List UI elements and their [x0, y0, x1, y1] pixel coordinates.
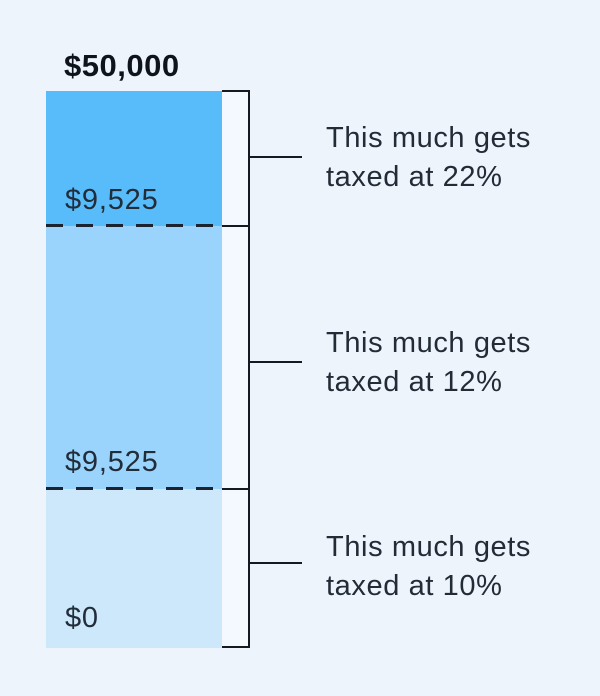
- segment-lower-bound-label: $0: [65, 602, 99, 634]
- annotation-tick-10: [250, 562, 302, 564]
- bar-segment-10-percent: $0: [46, 489, 222, 648]
- bracket-vertical-line: [248, 90, 250, 648]
- bar-segment-22-percent: $9,525: [46, 91, 222, 226]
- segment-lower-bound-label: $9,525: [65, 446, 159, 478]
- dashed-boundary-line-lower: [46, 487, 224, 490]
- annotation-10-percent: This much gets taxed at 10%: [326, 528, 576, 606]
- annotation-tick-22: [250, 156, 302, 158]
- dashed-boundary-line-upper: [46, 224, 224, 227]
- annotation-tick-12: [250, 361, 302, 363]
- bar-segment-12-percent: $9,525: [46, 226, 222, 489]
- annotation-line: taxed at 22%: [326, 161, 503, 193]
- bracket-bottom-connector: [222, 646, 250, 648]
- annotation-line: This much gets: [326, 531, 532, 563]
- annotation-line: This much gets: [326, 122, 532, 154]
- bracket-lower-connector: [222, 488, 250, 490]
- annotation-line: taxed at 12%: [326, 366, 503, 398]
- bracket-upper-connector: [222, 225, 250, 227]
- total-value-label: $50,000: [64, 48, 180, 83]
- stacked-bar: $9,525 $9,525 $0: [46, 91, 222, 648]
- annotation-line: This much gets: [326, 327, 532, 359]
- segment-lower-bound-label: $9,525: [65, 184, 159, 216]
- bracket-top-connector: [222, 90, 250, 92]
- annotation-22-percent: This much gets taxed at 22%: [326, 119, 576, 197]
- bracket-ruler-strip: [222, 90, 250, 648]
- annotation-line: taxed at 10%: [326, 570, 503, 602]
- annotation-12-percent: This much gets taxed at 12%: [326, 324, 576, 402]
